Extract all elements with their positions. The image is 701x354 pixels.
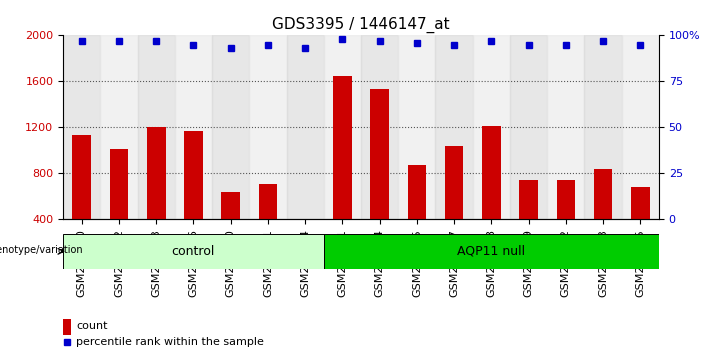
Bar <box>63 319 71 335</box>
Bar <box>72 136 91 219</box>
Bar <box>482 126 501 219</box>
Bar <box>324 35 361 219</box>
Bar <box>287 35 324 219</box>
Text: percentile rank within the sample: percentile rank within the sample <box>76 337 264 347</box>
Bar <box>510 35 547 219</box>
Bar <box>370 90 389 219</box>
Bar <box>296 219 315 223</box>
Title: GDS3395 / 1446147_at: GDS3395 / 1446147_at <box>272 16 450 33</box>
Bar <box>472 35 510 219</box>
Bar <box>398 35 435 219</box>
Bar <box>407 165 426 219</box>
Text: genotype/variation: genotype/variation <box>0 245 83 255</box>
Text: control: control <box>172 245 215 258</box>
Bar <box>109 149 128 219</box>
Bar <box>445 146 463 219</box>
Bar <box>333 76 352 219</box>
Bar <box>137 35 175 219</box>
Bar <box>519 181 538 219</box>
Bar <box>222 192 240 219</box>
Bar <box>361 35 398 219</box>
Bar <box>622 35 659 219</box>
Bar <box>63 35 100 219</box>
Bar <box>631 187 650 219</box>
Bar <box>557 181 575 219</box>
Text: count: count <box>76 321 108 331</box>
Text: AQP11 null: AQP11 null <box>457 245 526 258</box>
Bar <box>259 184 277 219</box>
Bar <box>100 35 137 219</box>
Bar <box>175 35 212 219</box>
Bar <box>594 169 613 219</box>
Bar <box>547 35 585 219</box>
Bar <box>250 35 287 219</box>
Bar <box>63 234 324 269</box>
Bar <box>585 35 622 219</box>
Bar <box>184 131 203 219</box>
Bar <box>212 35 250 219</box>
Bar <box>324 234 659 269</box>
Bar <box>435 35 472 219</box>
Bar <box>147 127 165 219</box>
